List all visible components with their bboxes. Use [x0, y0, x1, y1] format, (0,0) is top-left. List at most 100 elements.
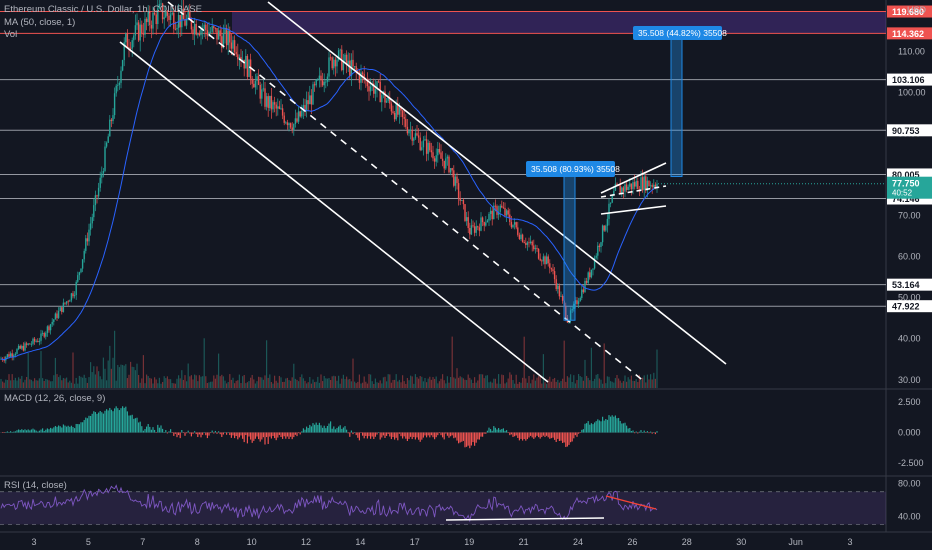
ma-legend[interactable]: MA (50, close, 1): [4, 17, 79, 28]
candle-body: [571, 308, 573, 311]
macd-bar: [115, 406, 117, 433]
volume-bar: [114, 330, 116, 388]
macd-bar: [128, 415, 130, 433]
candle-body: [51, 321, 53, 325]
candle-body: [205, 24, 207, 31]
volume-bar: [400, 382, 402, 388]
volume-bar: [171, 383, 173, 388]
macd-bar: [597, 419, 599, 433]
macd-bar: [634, 432, 636, 434]
macd-bar: [557, 432, 559, 439]
macd-bar: [379, 432, 381, 440]
volume-bar: [322, 381, 324, 388]
candle-body: [243, 59, 245, 69]
macd-legend[interactable]: MACD (12, 26, close, 9): [4, 393, 109, 404]
macd-bar: [13, 431, 15, 433]
candle-body: [405, 118, 407, 127]
candle-body: [85, 238, 87, 251]
candle-body: [83, 250, 85, 260]
volume-bar: [298, 381, 300, 388]
symbol-legend[interactable]: Ethereum Classic / U.S. Dollar, 1h, COIN…: [4, 4, 206, 15]
macd-bar: [72, 426, 74, 433]
volume-bar: [650, 374, 652, 388]
volume-bar: [242, 376, 244, 388]
volume-bar: [504, 383, 506, 388]
volume-bar: [445, 383, 447, 388]
price-level-label: 53.164: [892, 280, 920, 290]
volume-bar: [45, 379, 47, 388]
macd-bar: [581, 429, 583, 433]
volume-bar: [312, 379, 314, 388]
volume-bar: [475, 382, 477, 388]
candle-body: [352, 59, 354, 67]
volume-bar: [285, 378, 287, 388]
volume-bar: [206, 383, 208, 388]
volume-bar: [446, 376, 448, 388]
macd-bar: [51, 428, 53, 433]
candle-body: [651, 185, 653, 187]
candle-body: [69, 300, 71, 302]
macd-bar: [419, 432, 421, 442]
volume-bar: [616, 374, 618, 388]
volume-bar: [230, 379, 232, 388]
volume-bar: [419, 376, 421, 388]
volume-bar: [512, 380, 514, 388]
volume-bar: [390, 382, 392, 388]
macd-bar: [330, 421, 332, 433]
macd-bar: [158, 427, 160, 433]
candle-body: [486, 220, 489, 223]
volume-bar: [3, 382, 5, 388]
candle-body: [107, 136, 109, 143]
macd-bar: [501, 429, 503, 433]
volume-bar: [21, 375, 23, 388]
candle-body: [261, 89, 263, 99]
macd-bar: [328, 423, 330, 433]
candle-body: [424, 139, 426, 141]
volume-bar: [381, 383, 383, 388]
volume-bar: [101, 379, 103, 388]
macd-bar: [374, 432, 376, 437]
macd-bar: [30, 429, 32, 433]
macd-bar: [32, 428, 34, 433]
volume-bar: [546, 383, 548, 388]
candle-body: [485, 222, 487, 226]
volume-legend[interactable]: Vol: [4, 29, 21, 40]
rsi-legend[interactable]: RSI (14, close): [4, 480, 71, 491]
candle-body: [29, 343, 31, 345]
candle-body: [72, 293, 74, 297]
macd-bar: [514, 432, 516, 437]
candle-body: [518, 234, 521, 240]
candle-body: [48, 326, 50, 331]
macd-bar: [536, 432, 538, 436]
candle-body: [195, 23, 197, 35]
volume-bar: [566, 376, 568, 388]
candle-body: [344, 54, 346, 61]
candle-body: [403, 116, 405, 119]
macd-bar: [134, 418, 136, 433]
volume-bar: [194, 374, 196, 388]
volume-bar: [155, 379, 157, 388]
candle-body: [438, 148, 441, 153]
candle-body: [37, 341, 39, 342]
candle-body: [99, 177, 101, 188]
volume-bar: [376, 382, 378, 388]
volume-bar: [122, 364, 124, 388]
volume-bar: [317, 376, 319, 388]
candle-body: [101, 173, 103, 178]
volume-bar: [547, 379, 549, 388]
candle-body: [86, 238, 89, 242]
candle-body: [248, 59, 250, 77]
volume-bar: [157, 383, 159, 388]
macd-bar: [493, 426, 495, 433]
macd-bar: [22, 430, 24, 433]
candle-body: [257, 76, 260, 85]
macd-bar: [290, 432, 292, 437]
candle-body: [557, 285, 559, 289]
candle-body: [272, 102, 274, 110]
macd-bar: [206, 432, 208, 439]
volume-bar: [267, 377, 269, 388]
macd-bar: [323, 425, 325, 433]
volume-bar: [416, 377, 418, 388]
macd-bar: [430, 432, 432, 436]
